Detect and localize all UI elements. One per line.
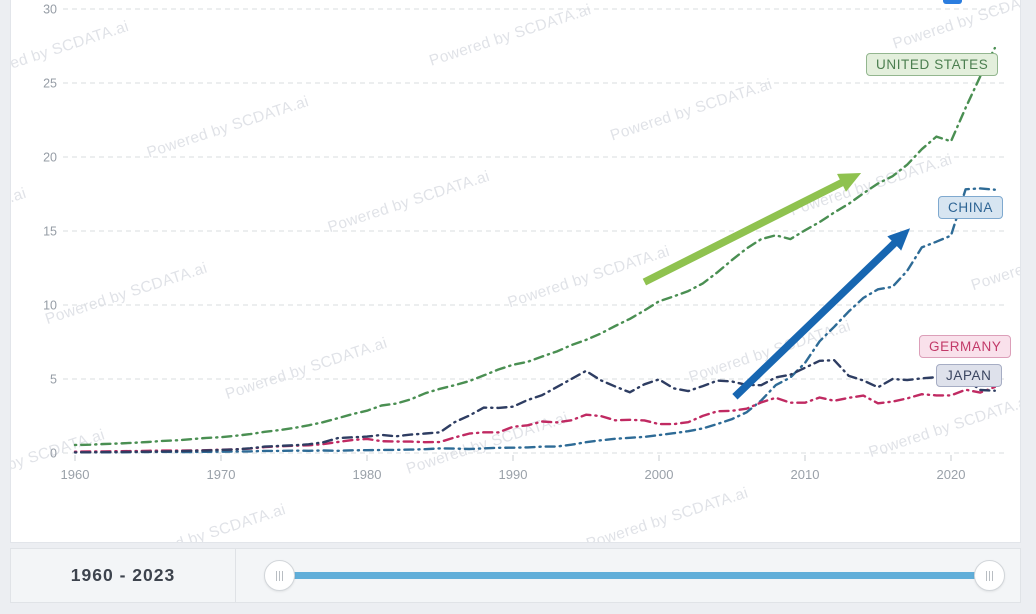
watermark-text: Powered by SCDATA.ai [11,426,107,494]
watermark-text: Powered by SCDATA.ai [427,1,594,70]
drag-handle-icon [276,570,277,581]
series-label-china: CHINA [938,196,1004,219]
watermark-text: Powered by SCDATA.ai [505,242,672,312]
watermark-text: Powered by SCDATA.ai [43,259,210,329]
slider-track[interactable] [279,572,990,579]
watermark-text: Powered by SCDATA.ai [584,484,751,542]
series-label-japan: JAPAN [936,364,1002,387]
slider-handle-left[interactable] [264,560,295,591]
series-label-united-states: UNITED STATES [866,53,999,76]
watermark-text: Powered by SCDATA.ai [223,334,390,404]
range-label: 1960 - 2023 [70,565,176,585]
watermark-text: Powered by SCDATA.ai [788,151,955,220]
watermark-text: Powered by SCDATA.ai [121,501,288,542]
range-panel: 1960 - 2023 [10,548,1021,603]
watermark-text: Powered by SCDATA.ai [686,317,853,387]
watermark-text: Powered by SCDATA.ai [866,392,1020,462]
watermark-text: Powered by SCDATA.ai [11,184,29,253]
range-label-section: 1960 - 2023 [11,549,236,602]
watermark-text: Powered by SCDATA.ai [11,18,131,87]
watermark-text: Powered by SCDATA.ai [890,0,1020,53]
watermark-text: Powered by SCDATA.ai [969,226,1020,295]
watermark-text: Powered by SCDATA.ai [325,167,492,237]
watermark-text: Powered by SCDATA.ai [144,93,311,162]
slider-handle-right[interactable] [974,560,1005,591]
watermark-text: Powered by SCDATA.ai [404,409,571,478]
series-label-germany: GERMANY [919,335,1012,358]
watermark-text: Powered by SCDATA.ai [608,76,775,145]
range-slider[interactable] [236,549,1020,602]
drag-handle-icon [986,570,987,581]
clipped-blue-chip [943,0,962,4]
